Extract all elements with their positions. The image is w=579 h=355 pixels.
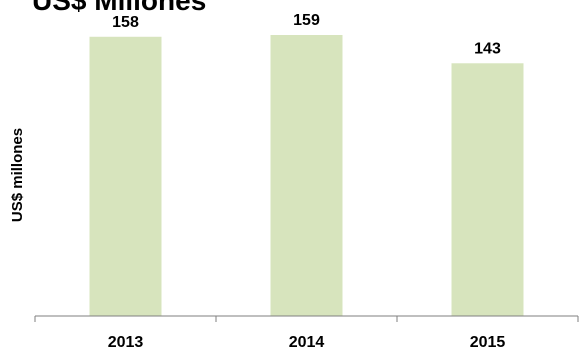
data-label-2015: 143 bbox=[474, 40, 501, 57]
labels-group: 158 2013 159 2014 143 2015 bbox=[108, 12, 506, 351]
chart-title: US$ Millones bbox=[32, 0, 206, 16]
x-tick-label-2013: 2013 bbox=[108, 334, 144, 351]
x-tick-label-2015: 2015 bbox=[470, 334, 506, 351]
x-axis-ticks bbox=[34, 316, 579, 322]
x-tick-label-2014: 2014 bbox=[289, 334, 325, 351]
data-label-2014: 159 bbox=[293, 12, 320, 29]
data-label-2013: 158 bbox=[112, 14, 139, 31]
bar-2015 bbox=[451, 63, 524, 316]
bar-2014 bbox=[270, 35, 343, 316]
bar-2013 bbox=[89, 36, 162, 316]
y-axis-label: US$ millones bbox=[9, 128, 26, 222]
bars-group bbox=[89, 35, 524, 316]
